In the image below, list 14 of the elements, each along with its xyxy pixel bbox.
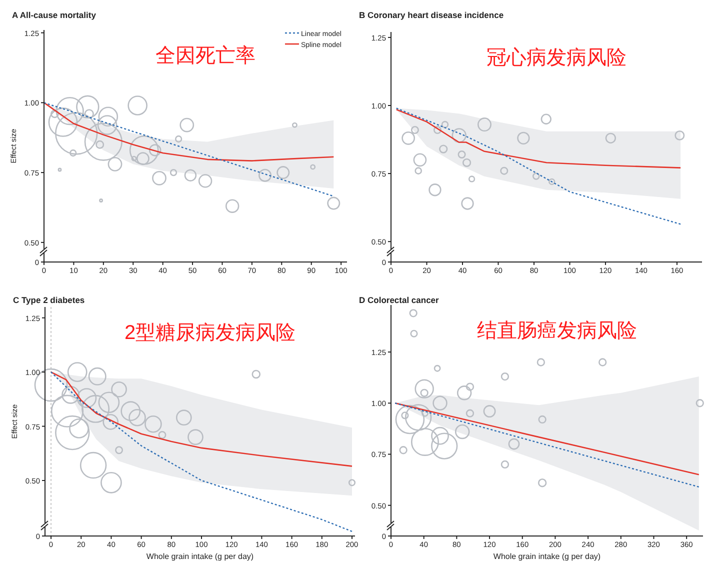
annotation: 全因死亡率 [156, 45, 256, 67]
chart-title: C Type 2 diabetes [13, 295, 85, 305]
chart-title: A All-cause mortality [12, 10, 96, 20]
x-axis-title: Whole grain intake (g per day) [146, 552, 254, 561]
line-series [396, 108, 682, 168]
annotation: 冠心病发病风险 [486, 47, 626, 69]
annotation: 2型糖尿病发病风险 [124, 322, 296, 344]
line-series [394, 402, 700, 476]
line-series [396, 108, 682, 225]
chart-title: B Coronary heart disease incidence [359, 10, 504, 20]
line-series [43, 102, 334, 162]
x-axis-title: Whole grain intake (g per day) [493, 552, 601, 561]
annotation: 结直肠癌发病风险 [477, 320, 637, 342]
chart-title: D Colorectal cancer [359, 295, 440, 305]
